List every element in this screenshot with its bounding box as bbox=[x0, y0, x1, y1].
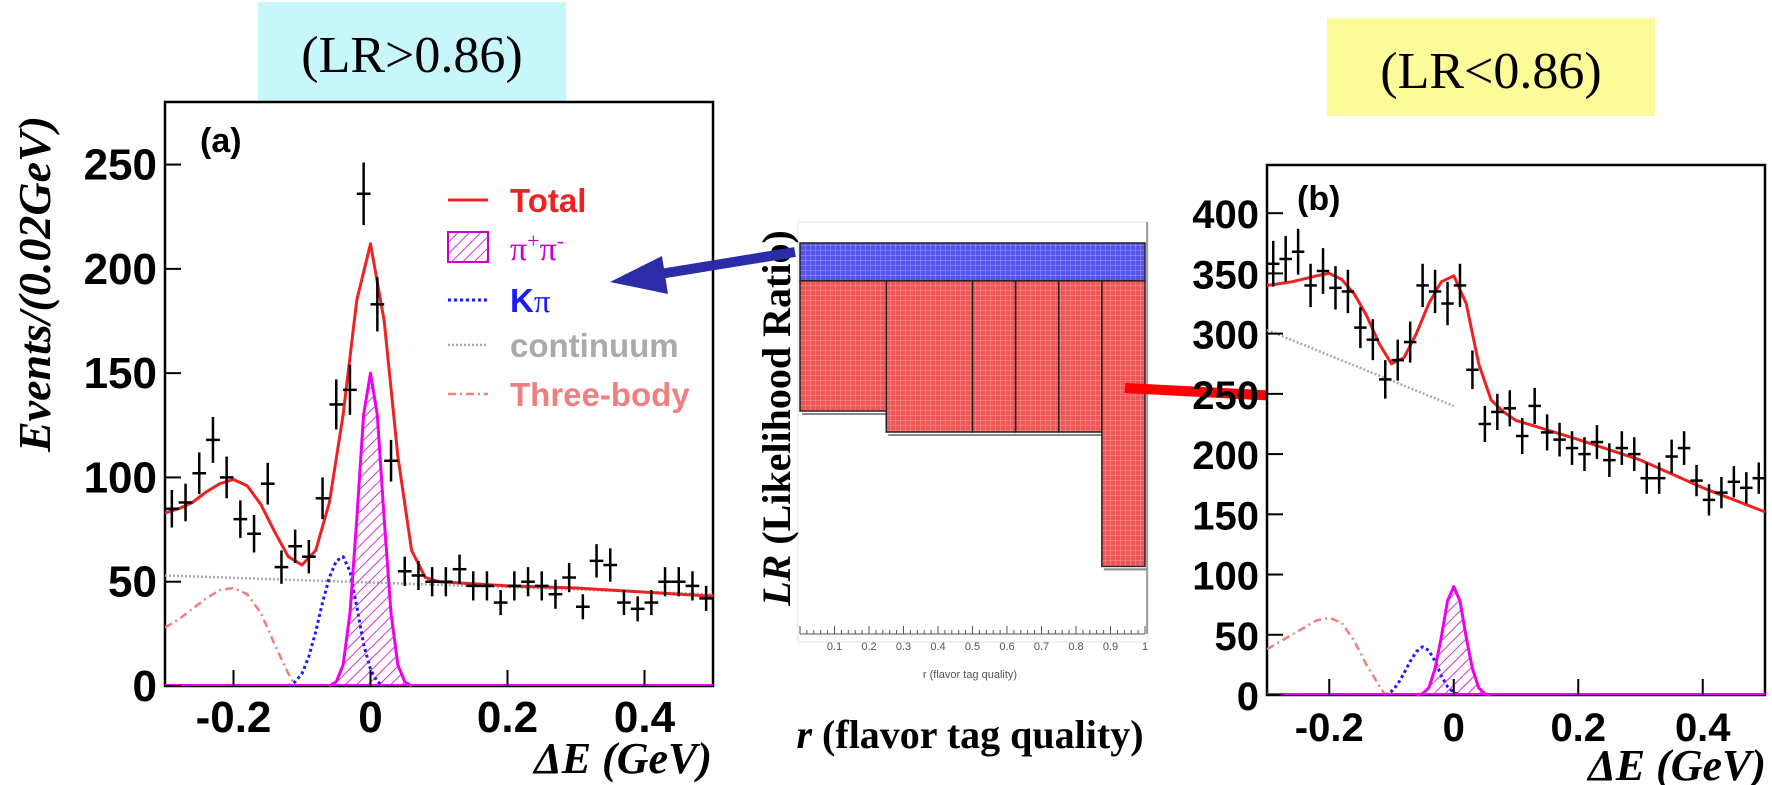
panel-a-curve-total bbox=[164, 242, 714, 598]
inset-xtick-label: 0.6 bbox=[999, 641, 1014, 653]
inset-red-bin bbox=[1014, 280, 1060, 433]
panel-b-ytick-label: 200 bbox=[1192, 434, 1259, 478]
inset-red-bin bbox=[1058, 280, 1103, 433]
inset-xtick-label: 0.7 bbox=[1034, 641, 1049, 653]
legend-label-kpi: Kπ bbox=[510, 282, 551, 320]
arrow-to-panel-a bbox=[610, 247, 796, 294]
panel-a-xtick-label: 0.4 bbox=[614, 693, 676, 742]
inset-xtick-label: 0.2 bbox=[861, 641, 876, 653]
panel-a-curve-pipi bbox=[328, 371, 413, 688]
panel-b-xtick-label: -0.2 bbox=[1295, 706, 1364, 750]
inset-red-bin bbox=[1101, 280, 1146, 568]
panel-b-ytick-label: 50 bbox=[1215, 615, 1260, 659]
legend-label-continuum: continuum bbox=[510, 327, 679, 364]
panel-a-curve-three-body bbox=[164, 586, 297, 687]
inset-xtick-label: 1 bbox=[1142, 641, 1148, 653]
inset-xtick-label: 0.1 bbox=[827, 641, 842, 653]
right-condition-box bbox=[1327, 18, 1655, 116]
panel-b-curve-total bbox=[1266, 271, 1766, 514]
panel-b-ytick-label: 100 bbox=[1192, 555, 1259, 599]
legend-label-threebody: Three-body bbox=[510, 376, 690, 413]
panel-a-xtick-label: -0.2 bbox=[196, 693, 272, 742]
inset-xlabel: r (flavor tag quality) bbox=[796, 712, 1143, 757]
panel-b-xlabel: ΔE (GeV) bbox=[1586, 741, 1766, 785]
inset-red-bin bbox=[799, 280, 887, 412]
legend-item-threebody: Three-body bbox=[448, 376, 690, 413]
panel-a-ytick-label: 150 bbox=[84, 349, 157, 398]
right-condition-label: (LR<0.86) bbox=[1380, 43, 1601, 100]
lr-inset-chart: 0.1 0.2 0.3 0.4 0.5 0.6 0.7 0.8 0.9 1 r (flavor t… bbox=[754, 221, 1149, 757]
panel-a-ytick-label: 200 bbox=[84, 245, 157, 294]
panel-b-curve-continuum bbox=[1266, 328, 1455, 408]
panel-b-ytick-label: 150 bbox=[1192, 494, 1259, 538]
panel-b-ytick-label: 250 bbox=[1192, 374, 1259, 418]
panel-b-ytick-label: 400 bbox=[1192, 193, 1259, 237]
panel-a-ytick-label: 50 bbox=[108, 558, 157, 607]
panel-b-ytick-label: 300 bbox=[1192, 314, 1259, 358]
panel-a-ytick-label: 0 bbox=[133, 662, 157, 711]
legend: Total π+π- Kπ continuum Three-body bbox=[447, 182, 690, 413]
panel-a-tag: (a) bbox=[200, 122, 242, 160]
panel-b-curve-three-body bbox=[1266, 616, 1387, 696]
panel-a-frame bbox=[163, 100, 715, 688]
panel-b-tag: (b) bbox=[1297, 180, 1340, 218]
panel-a-ylabel: Events/(0.02GeV) bbox=[9, 116, 60, 453]
panel-b-frame bbox=[1265, 163, 1767, 697]
panel-b-curve-pipi bbox=[1416, 585, 1492, 697]
inset-red-bin bbox=[885, 280, 974, 433]
legend-item-kpi: Kπ bbox=[448, 282, 551, 320]
panel-a-xtick-label: 0 bbox=[358, 693, 382, 742]
panel-b-xtick-label: 0.2 bbox=[1550, 706, 1606, 750]
inset-red-bin bbox=[971, 280, 1017, 433]
panel-b-xtick-label: 0 bbox=[1443, 706, 1465, 750]
panel-a-xlabel: ΔE (GeV) bbox=[532, 734, 712, 783]
panel-a-pipi-fill bbox=[329, 373, 412, 686]
inset-xtick-label: 0.9 bbox=[1103, 641, 1118, 653]
panel-a-chart: 0 50 100 150 200 250 -0.2 0 0.2 0.4 (a) Events/(0… bbox=[9, 100, 715, 783]
panel-a-ytick-label: 250 bbox=[84, 141, 157, 190]
inset-ylabel: LR (Likelihood Ratio) bbox=[754, 230, 799, 607]
left-condition-label: (LR>0.86) bbox=[301, 27, 522, 84]
inset-xlabel-small: r (flavor tag quality) bbox=[923, 669, 1017, 681]
legend-item-total: Total bbox=[448, 182, 586, 219]
legend-label-total: Total bbox=[510, 182, 586, 219]
panel-b-ytick-label: 350 bbox=[1192, 253, 1259, 297]
left-condition-box bbox=[258, 2, 566, 104]
inset-xtick-label: 0.4 bbox=[930, 641, 945, 653]
inset-blue-band bbox=[799, 242, 1146, 282]
legend-item-continuum: continuum bbox=[448, 327, 679, 364]
inset-xtick-label: 0.5 bbox=[965, 641, 980, 653]
panel-a-xtick-label: 0.2 bbox=[477, 693, 538, 742]
panel-b-ytick-label: 0 bbox=[1237, 675, 1259, 719]
inset-xtick-label: 0.3 bbox=[896, 641, 911, 653]
panel-a-ytick-label: 100 bbox=[84, 453, 157, 502]
inset-xtick-label: 0.8 bbox=[1068, 641, 1083, 653]
legend-item-pipi: π+π- bbox=[447, 228, 564, 268]
panel-b-pipi-fill bbox=[1416, 586, 1492, 695]
panel-b-xtick-label: 0.4 bbox=[1675, 706, 1731, 750]
